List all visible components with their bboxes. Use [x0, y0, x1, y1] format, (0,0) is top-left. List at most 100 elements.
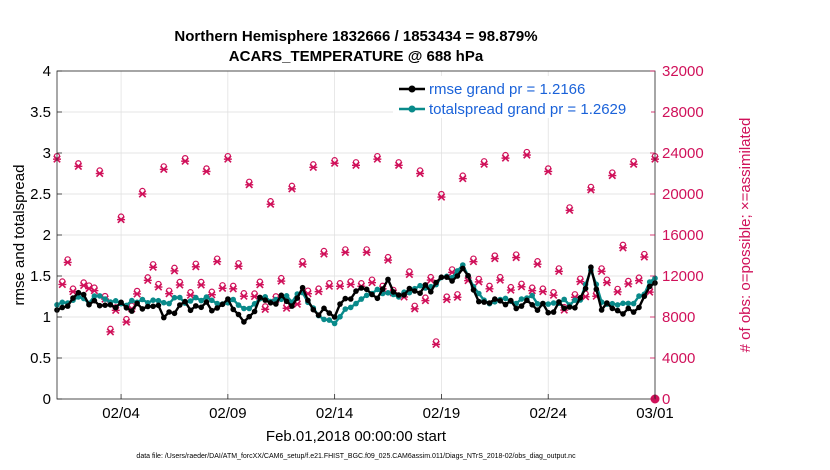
right-y-axis-label: # of obs: o=possible; ×=assimilated	[737, 118, 754, 353]
rmse-data-point	[497, 298, 504, 304]
rmse-data-point	[64, 303, 71, 309]
x-tick-label: 02/04	[102, 405, 140, 422]
obs-assimilated-marker	[640, 253, 649, 261]
rmse-data-point	[369, 291, 375, 298]
rmse-data-point	[630, 309, 637, 315]
rmse-data-point	[646, 283, 653, 290]
totalspread-data-point	[241, 305, 247, 312]
obs-assimilated-marker	[426, 276, 435, 284]
rmse-data-point	[321, 305, 327, 312]
rmse-data-point	[70, 295, 76, 301]
obs-assimilated-marker	[181, 157, 190, 165]
rmse-data-point	[422, 282, 429, 288]
rmse-data-point	[454, 273, 461, 279]
right-y-tick-label: 20000	[662, 186, 704, 203]
rmse-data-point	[150, 303, 156, 310]
right-y-tick-label: 4000	[662, 350, 695, 367]
totalspread-data-point	[337, 314, 343, 320]
obs-assimilated-marker	[512, 253, 521, 262]
legend-spread-marker	[408, 105, 416, 113]
rmse-data-point	[225, 296, 231, 302]
totalspread-data-point	[161, 299, 167, 306]
obs-assimilated-marker	[314, 287, 323, 296]
obs-assimilated-marker	[613, 288, 622, 296]
rmse-data-point	[235, 311, 242, 318]
rmse-data-point	[166, 309, 172, 315]
obs-assimilated-marker	[154, 283, 163, 291]
totalspread-data-point	[572, 297, 578, 304]
totalspread-data-point	[209, 297, 215, 304]
right-y-tick-label: 32000	[662, 63, 704, 80]
totalspread-data-point	[321, 316, 327, 323]
rmse-data-point	[182, 298, 188, 305]
rmse-data-point	[347, 296, 354, 302]
rmse-data-point	[209, 307, 215, 314]
obs-assimilated-marker	[442, 295, 451, 304]
rmse-data-point	[390, 289, 397, 295]
totalspread-data-point	[230, 296, 236, 303]
obs-assimilated-marker	[202, 167, 211, 176]
x-tick-label: 02/19	[423, 405, 461, 422]
totalspread-data-point	[363, 292, 370, 299]
totalspread-data-point	[550, 300, 557, 306]
totalspread-data-point	[235, 302, 242, 308]
rmse-data-point	[572, 305, 578, 311]
obs-assimilated-marker	[352, 161, 360, 170]
obs-assimilated-marker	[213, 257, 222, 266]
rmse-data-point	[358, 285, 365, 291]
obs-assimilated-marker	[490, 254, 499, 263]
totalspread-data-point	[198, 297, 204, 304]
obs-assimilated-marker	[522, 151, 531, 159]
rmse-data-point	[609, 305, 616, 312]
rmse-data-point	[273, 301, 279, 307]
obs-assimilated-marker	[608, 171, 617, 180]
obs-assimilated-marker	[117, 215, 126, 224]
obs-assimilated-marker	[384, 256, 393, 264]
totalspread-data-point	[529, 292, 535, 299]
rmse-data-point	[545, 309, 551, 316]
right-y-axis-ticks: 0 4000 8000 12000 16000 20000 24000 28000 32000	[650, 63, 704, 408]
rmse-data-point	[620, 311, 626, 317]
rmse-data-point	[395, 292, 402, 298]
totalspread-data-point	[203, 294, 210, 300]
totalspread-data-point	[614, 302, 621, 308]
obs-assimilated-marker	[421, 296, 430, 305]
rmse-data-point	[107, 302, 114, 308]
obs-assimilated-marker	[255, 280, 264, 289]
obs-assimilated-marker	[485, 285, 494, 293]
totalspread-data-point	[326, 317, 333, 323]
rmse-data-point	[331, 314, 338, 320]
obs-assimilated-marker	[496, 276, 505, 284]
rmse-data-point	[449, 278, 455, 284]
obs-assimilated-marker	[309, 163, 318, 172]
right-y-tick-label: 24000	[662, 145, 704, 162]
totalspread-data-point	[155, 297, 162, 304]
obs-assimilated-marker	[277, 277, 286, 285]
totalspread-data-point	[518, 296, 525, 302]
rmse-data-point	[598, 307, 605, 313]
obs-assimilated-marker	[261, 305, 270, 314]
rmse-data-point	[80, 291, 87, 298]
rmse-data-point	[230, 306, 236, 313]
obs-assimilated-marker	[229, 285, 238, 293]
obs-assimilated-marker	[554, 267, 563, 276]
rmse-data-point	[118, 299, 124, 306]
obs-assimilated-marker	[517, 282, 526, 291]
rmse-data-point	[614, 307, 621, 314]
rmse-data-point	[278, 292, 285, 299]
totalspread-data-point	[342, 306, 349, 312]
totalspread-data-point	[91, 293, 98, 299]
obs-assimilated-marker	[346, 280, 355, 289]
obs-assimilated-marker	[634, 276, 643, 285]
legend-box	[393, 76, 651, 118]
rmse-data-point	[96, 302, 103, 309]
totalspread-data-point	[102, 296, 108, 302]
rmse-data-point	[529, 302, 535, 308]
rmse-data-point	[363, 286, 370, 293]
totalspread-data-point	[620, 300, 626, 307]
right-y-tick-label: 8000	[662, 309, 695, 326]
rmse-data-point	[582, 285, 589, 292]
rmse-data-point	[310, 306, 317, 313]
obs-assimilated-marker	[170, 267, 179, 275]
obs-assimilated-marker	[106, 328, 115, 336]
